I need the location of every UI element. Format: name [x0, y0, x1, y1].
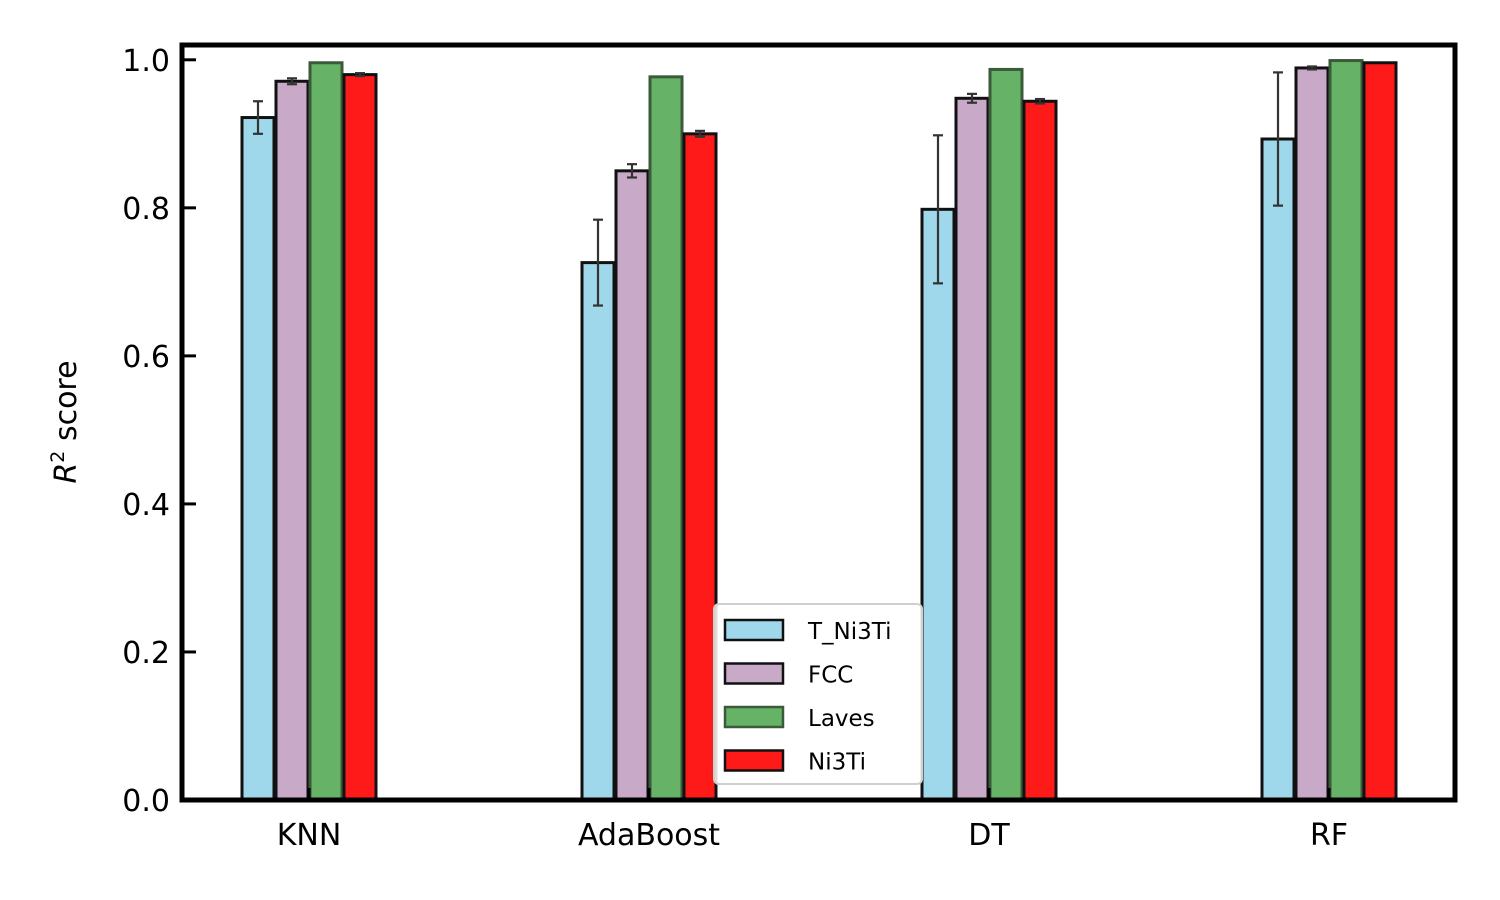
error-bar [967, 92, 977, 104]
legend-swatch [723, 705, 785, 729]
legend-box [713, 603, 923, 785]
legend: T_Ni3Ti FCC Laves Ni3Ti [713, 603, 923, 785]
bar-fcc-adaboost [614, 169, 650, 802]
error-bar [695, 129, 705, 138]
bar-ni3ti-knn [342, 73, 378, 802]
bar-laves-dt [988, 67, 1024, 802]
legend-swatch [723, 618, 785, 642]
bar-ni3ti-dt [1022, 99, 1058, 802]
ticks-layer: 0.0 0.2 0.4 0.6 0.8 1.0 KNN AdaBoost DT RF [122, 44, 1348, 853]
y-tick-label: 0.0 [122, 784, 170, 819]
legend-label: Laves [808, 706, 875, 732]
error-bar [287, 77, 297, 86]
x-tick-label: DT [968, 818, 1010, 853]
y-axis-label: R2 score [47, 360, 84, 483]
legend-swatch [723, 749, 785, 772]
x-tick-label: KNN [277, 818, 342, 853]
bar-laves-adaboost [648, 75, 684, 802]
x-tick-label: RF [1310, 818, 1348, 853]
y-tick-label: 0.4 [122, 488, 170, 523]
legend-label: FCC [808, 663, 853, 689]
bar-t-ni3ti-rf [1260, 137, 1296, 802]
bar-fcc-knn [274, 79, 310, 802]
bar-fcc-dt [954, 96, 990, 802]
plot-frame [179, 42, 1458, 803]
error-bar [1307, 65, 1317, 71]
error-bar [253, 100, 263, 135]
legend-label: T_Ni3Ti [807, 619, 892, 645]
bar-laves-rf [1328, 59, 1364, 802]
bar-fcc-rf [1294, 66, 1330, 802]
error-bar [593, 218, 603, 307]
bars-layer [240, 59, 1398, 802]
legend-swatch [723, 662, 785, 685]
bar-t-ni3ti-dt [920, 207, 956, 802]
bar-t-ni3ti-adaboost [580, 261, 616, 802]
legend-label: Ni3Ti [808, 750, 866, 776]
bar-ni3ti-rf [1362, 61, 1398, 802]
error-bar [627, 163, 637, 179]
bar-t-ni3ti-knn [240, 116, 276, 802]
y-tick-label: 0.2 [122, 636, 170, 671]
y-tick-label: 1.0 [122, 44, 170, 79]
y-tick-label: 0.8 [122, 192, 170, 227]
error-bar [1035, 97, 1045, 105]
error-bar [933, 134, 943, 285]
error-bar [355, 72, 365, 78]
bar-laves-knn [308, 61, 344, 802]
x-tick-label: AdaBoost [578, 818, 720, 853]
y-tick-label: 0.6 [122, 340, 170, 375]
error-bar [1273, 71, 1283, 207]
bar-ni3ti-adaboost [682, 132, 718, 802]
